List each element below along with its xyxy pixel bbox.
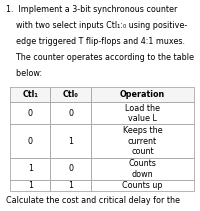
Text: 1: 1 bbox=[28, 164, 33, 173]
Bar bbox=[10, 102, 50, 124]
Bar bbox=[10, 158, 50, 180]
Text: Keeps the
current
count: Keeps the current count bbox=[123, 126, 162, 156]
Text: Calculate the cost and critical delay for the: Calculate the cost and critical delay fo… bbox=[6, 196, 180, 205]
Text: 1.  Implement a 3-bit synchronous counter: 1. Implement a 3-bit synchronous counter bbox=[6, 5, 177, 14]
Text: Operation: Operation bbox=[120, 90, 165, 99]
Text: edge triggered T flip-flops and 4:1 muxes.: edge triggered T flip-flops and 4:1 muxe… bbox=[6, 37, 185, 46]
Bar bbox=[50, 124, 91, 158]
Text: 1: 1 bbox=[28, 181, 33, 190]
Text: 1: 1 bbox=[68, 181, 73, 190]
Bar bbox=[50, 158, 91, 180]
Bar bbox=[50, 87, 91, 102]
Text: 0: 0 bbox=[68, 109, 73, 118]
Text: with two select inputs Ctl₁:₀ using positive-: with two select inputs Ctl₁:₀ using posi… bbox=[6, 21, 187, 30]
Bar bbox=[91, 124, 194, 158]
Text: Ctl₁: Ctl₁ bbox=[22, 90, 38, 99]
Bar bbox=[50, 180, 91, 191]
Bar bbox=[10, 180, 50, 191]
Bar bbox=[91, 180, 194, 191]
Text: 0: 0 bbox=[68, 164, 73, 173]
Text: Ctl₀: Ctl₀ bbox=[63, 90, 79, 99]
Text: 0: 0 bbox=[28, 109, 33, 118]
Text: 0: 0 bbox=[28, 137, 33, 146]
Text: below:: below: bbox=[6, 69, 42, 78]
Bar bbox=[91, 102, 194, 124]
Text: Counts
down: Counts down bbox=[129, 159, 156, 179]
Text: Load the
value L: Load the value L bbox=[125, 104, 160, 123]
Text: 1: 1 bbox=[68, 137, 73, 146]
Text: Counts up: Counts up bbox=[122, 181, 163, 190]
Bar bbox=[50, 102, 91, 124]
Text: The counter operates according to the table: The counter operates according to the ta… bbox=[6, 53, 194, 62]
Bar bbox=[10, 87, 50, 102]
Bar bbox=[91, 158, 194, 180]
Bar bbox=[91, 87, 194, 102]
Bar bbox=[10, 124, 50, 158]
